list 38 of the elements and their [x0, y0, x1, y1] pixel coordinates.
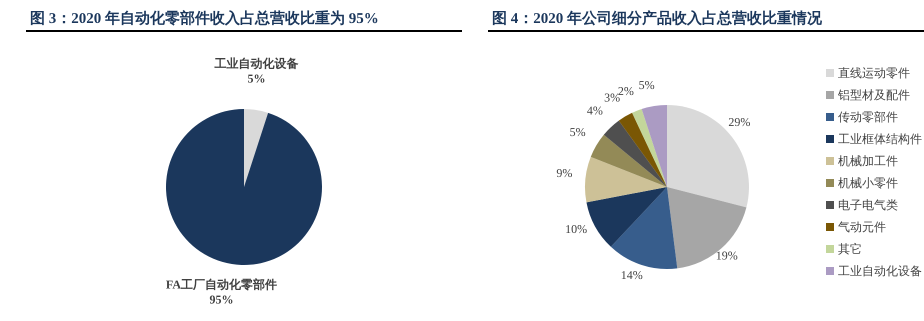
- data-label: 5%: [248, 71, 266, 86]
- pie-slice: [610, 187, 678, 269]
- legend-label: 工业自动化设备: [838, 263, 922, 280]
- data-label: 19%: [716, 248, 738, 263]
- pie-slice: [585, 156, 667, 202]
- data-label: 5%: [638, 78, 655, 92]
- legend-label: 其它: [838, 241, 862, 258]
- pie-slice: [667, 187, 746, 268]
- data-label: 9%: [556, 166, 572, 180]
- slice-label: 工业自动化设备: [214, 56, 299, 70]
- pie-slice: [244, 109, 268, 187]
- pie-slice: [586, 187, 667, 247]
- legend-label: 铝型材及配件: [838, 87, 910, 104]
- legend-label: 气动元件: [838, 219, 886, 236]
- legend-label: 直线运动零件: [838, 65, 910, 82]
- chart-title: 图 4：2020 年公司细分产品收入占总营收比重情况: [491, 9, 823, 29]
- legend-label: 传动零部件: [838, 109, 898, 126]
- pie-slice: [166, 109, 322, 265]
- data-label: 14%: [620, 268, 643, 282]
- pie-slice: [632, 109, 667, 187]
- pie-slice: [604, 120, 667, 187]
- slice-label: FA工厂自动化零部件: [166, 278, 278, 292]
- pie-slice: [618, 112, 667, 187]
- data-label: 95%: [209, 292, 234, 307]
- pie-slice: [590, 134, 667, 187]
- legend-label: 机械加工件: [838, 153, 898, 170]
- data-label: 4%: [586, 104, 603, 118]
- pie-slice: [667, 105, 749, 208]
- legend-label: 电子电气类: [838, 197, 898, 214]
- data-label: 5%: [570, 125, 586, 140]
- data-label: 29%: [728, 114, 750, 129]
- data-label: 2%: [618, 84, 634, 98]
- legend-label: 工业框体结构件: [838, 131, 922, 148]
- data-label: 10%: [565, 222, 588, 236]
- legend-label: 机械小零件: [838, 175, 898, 192]
- chart-title: 图 3：2020 年自动化零部件收入占总营收比重为 95%: [29, 9, 380, 29]
- pie-slice: [642, 105, 667, 187]
- data-label: 3%: [604, 90, 620, 105]
